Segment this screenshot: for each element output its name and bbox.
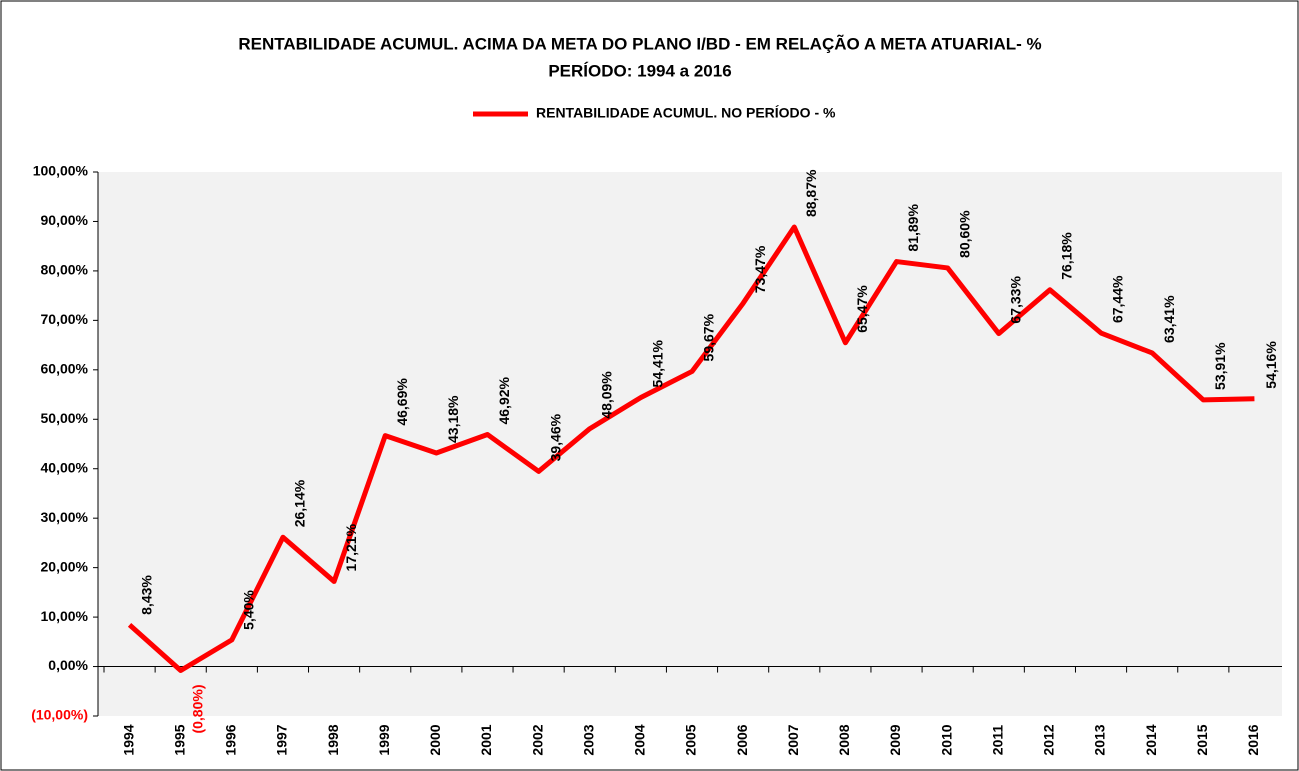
x-tick-label: 2004 [632,724,648,755]
x-tick-label: 1998 [325,724,341,755]
data-label: 81,89% [905,204,921,252]
y-tick-label: (10,00%) [31,707,88,723]
data-label: 73,47% [752,245,768,293]
data-label: (0,80%) [189,685,205,734]
x-tick-label: 1996 [223,724,239,755]
x-tick-label: 2006 [734,724,750,755]
x-tick-label: 2012 [1041,724,1057,755]
data-label: 76,18% [1059,232,1075,280]
data-label: 63,41% [1161,295,1177,343]
x-tick-label: 1999 [376,724,392,755]
data-label: 8,43% [138,575,154,615]
x-tick-label: 1995 [171,724,187,755]
x-tick-label: 2005 [683,724,699,755]
y-tick-label: 100,00% [33,163,89,179]
data-label: 53,91% [1212,342,1228,390]
x-tick-label: 1994 [120,724,136,755]
data-label: 59,67% [701,313,717,361]
data-label: 67,33% [1007,276,1023,324]
x-tick-label: 2013 [1092,724,1108,755]
x-tick-label: 2010 [938,724,954,755]
x-tick-label: 2011 [989,725,1005,756]
data-label: 26,14% [292,479,308,527]
y-tick-label: 30,00% [41,509,89,525]
data-label: 80,60% [956,210,972,258]
y-tick-label: 60,00% [41,361,89,377]
y-tick-label: 50,00% [41,410,89,426]
data-label: 17,21% [343,523,359,571]
y-tick-label: 70,00% [41,311,89,327]
x-tick-label: 1997 [274,724,290,755]
x-tick-label: 2016 [1245,724,1261,755]
data-label: 48,09% [598,371,614,419]
x-tick-label: 2000 [427,724,443,755]
y-tick-label: 20,00% [41,558,89,574]
x-tick-label: 2003 [580,724,596,755]
y-tick-label: 40,00% [41,459,89,475]
x-tick-label: 2008 [836,724,852,755]
chart-subtitle: PERÍODO: 1994 a 2016 [548,61,731,80]
data-label: 46,69% [394,378,410,426]
chart-title: RENTABILIDADE ACUMUL. ACIMA DA META DO P… [238,33,1041,53]
y-tick-label: 80,00% [41,262,89,278]
data-label: 67,44% [1110,275,1126,323]
x-tick-label: 2007 [785,724,801,755]
x-tick-label: 2009 [887,724,903,755]
line-series [127,224,1255,674]
data-label: 39,46% [547,413,563,461]
y-tick-label: 0,00% [48,657,88,673]
y-tick-label: 10,00% [41,608,89,624]
data-label: 43,18% [445,395,461,443]
plot-area [98,172,1282,716]
legend-label: RENTABILIDADE ACUMUL. NO PERÍODO - % [536,105,836,121]
x-tick-label: 2015 [1194,724,1210,755]
data-label: 54,41% [650,339,666,387]
data-label: 5,40% [241,590,257,630]
x-tick-label: 2002 [529,724,545,755]
data-label: 54,16% [1263,341,1279,389]
data-label: 88,87% [803,169,819,217]
data-label: 65,47% [854,285,870,333]
y-tick-label: 90,00% [41,212,89,228]
x-tick-label: 2014 [1143,724,1159,755]
data-label: 46,92% [496,376,512,424]
x-tick-label: 2001 [478,724,494,755]
